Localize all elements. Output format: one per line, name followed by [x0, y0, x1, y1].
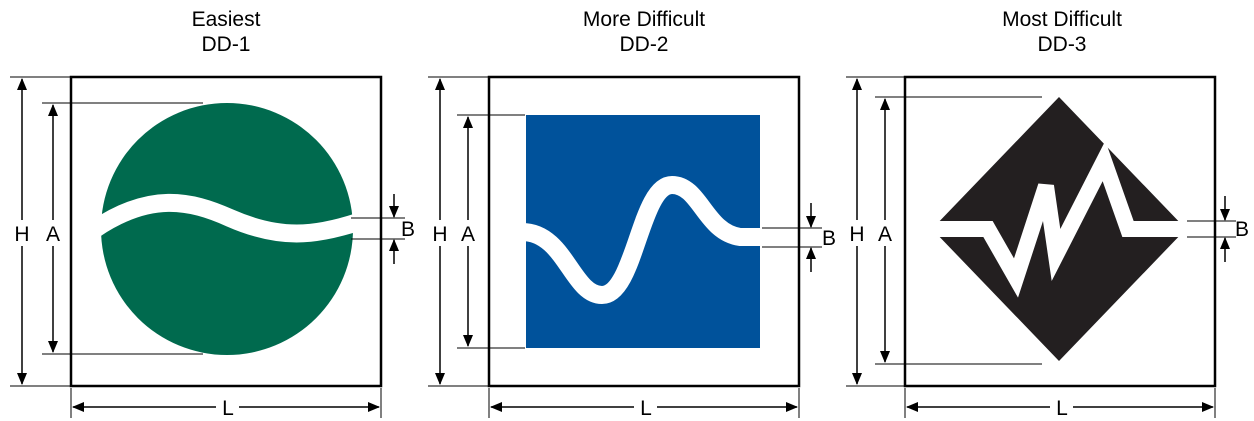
sign-caption-3: Most Difficult DD-3	[962, 7, 1162, 57]
green-circle-symbol	[101, 103, 353, 355]
label-h-2: H	[432, 223, 447, 246]
sign-code-2: DD-2	[619, 33, 669, 56]
sign-code-3: DD-3	[1037, 33, 1087, 56]
label-h-3: H	[849, 223, 864, 246]
label-l-2: L	[640, 397, 652, 420]
label-l-3: L	[1056, 397, 1068, 420]
sign-title-3: Most Difficult	[1002, 8, 1122, 31]
sign-title-2: More Difficult	[582, 8, 706, 31]
sign-title-1: Easiest	[191, 8, 261, 31]
label-a-3: A	[878, 223, 892, 246]
sign-most-difficult	[903, 75, 1217, 388]
circle-wave-trail	[89, 193, 361, 243]
label-b-2: B	[822, 227, 836, 250]
label-h-1: H	[14, 223, 29, 246]
sign-3-dimensions: H A B L	[846, 76, 1249, 420]
sign-easiest	[69, 75, 383, 388]
sign-code-1: DD-1	[201, 33, 251, 56]
label-a-2: A	[461, 223, 475, 246]
sign-caption-1: Easiest DD-1	[126, 7, 326, 57]
label-b-1: B	[401, 218, 415, 241]
square-wave-trail	[521, 175, 764, 305]
label-b-3: B	[1235, 218, 1249, 241]
sign-more-difficult	[487, 75, 801, 388]
sign-2-dimensions: H A B L	[428, 76, 836, 420]
sign-caption-2: More Difficult DD-2	[544, 7, 744, 57]
sign-1-dimensions: H A B L	[10, 76, 415, 420]
diamond-zigzag-trail	[925, 140, 1190, 298]
label-l-1: L	[222, 397, 234, 420]
label-a-1: A	[46, 223, 60, 246]
